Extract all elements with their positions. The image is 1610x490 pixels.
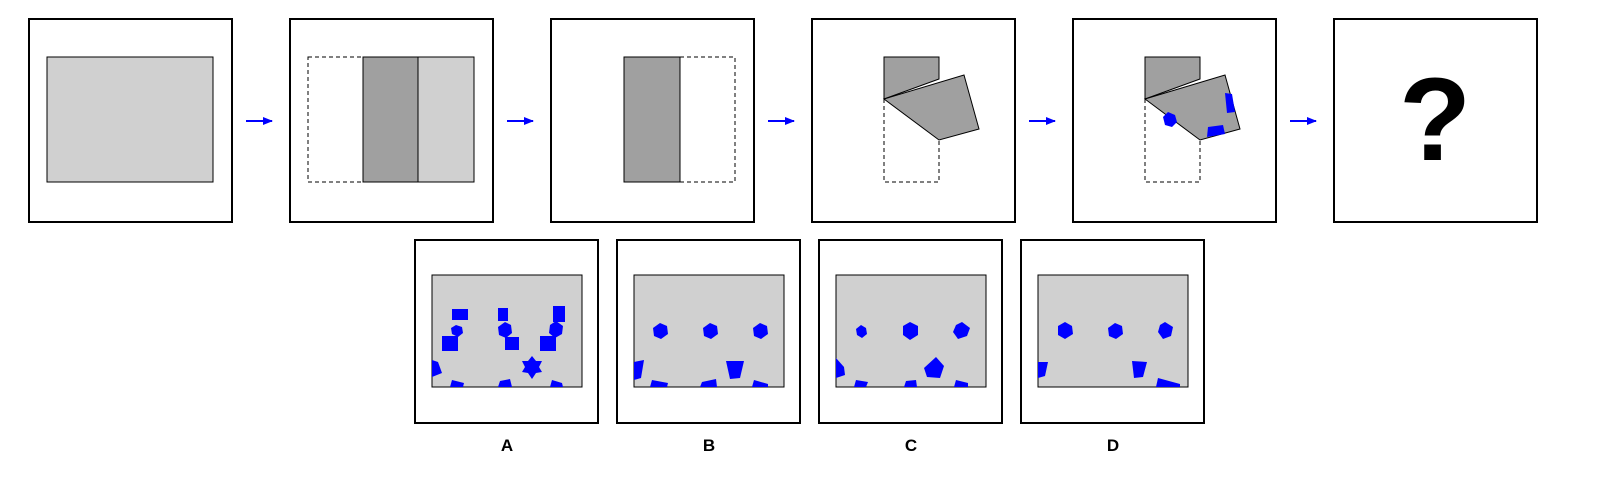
punch-hole-hexagon: [1163, 112, 1177, 127]
hole-square: [498, 308, 508, 321]
option-b-label: B: [703, 436, 715, 455]
hole-square: [553, 306, 565, 322]
option-a-label: A: [501, 436, 513, 455]
hole-hexagon: [1108, 323, 1123, 339]
remaining-strip: [883, 56, 940, 100]
hole-hexagon: [653, 323, 668, 339]
hole-partial: [1038, 362, 1048, 378]
hole-partial: [634, 360, 644, 380]
hole-pentagon: [1132, 361, 1147, 378]
step-4-panel: [811, 18, 1016, 223]
step-2-panel: [289, 18, 494, 223]
step-3-panel: [550, 18, 755, 223]
hole-hexagon: [451, 325, 463, 337]
hole-partial: [836, 358, 845, 378]
question-mark: ?: [1399, 54, 1471, 186]
hole-square: [452, 309, 468, 320]
option-a-panel[interactable]: A: [414, 239, 599, 455]
punch-hole-trapezoid: [1207, 125, 1225, 137]
hole-partial: [700, 379, 717, 387]
folded-away-outline: [307, 56, 364, 183]
hole-square: [540, 336, 556, 351]
hole-pentagon: [726, 361, 744, 379]
option-d-label: D: [1107, 436, 1119, 455]
question-panel: ?: [1333, 18, 1538, 223]
punch-hole-square: [1225, 93, 1235, 113]
hole-partial: [498, 379, 512, 387]
hole-partial: [650, 380, 668, 387]
option-c-panel[interactable]: C: [818, 239, 1003, 455]
hole-square: [442, 336, 458, 351]
option-d-panel[interactable]: D: [1020, 239, 1205, 455]
hole-pentagon: [924, 357, 944, 378]
hole-star: [522, 356, 542, 379]
hole-partial: [854, 380, 868, 387]
step-5-panel: [1072, 18, 1277, 223]
step-1-panel: [28, 18, 233, 223]
hole-partial: [954, 380, 968, 387]
hole-partial: [1156, 378, 1180, 387]
hole-partial: [904, 380, 917, 387]
diagonal-flap: [882, 74, 980, 141]
hole-partial: [432, 360, 442, 377]
folded-strip: [623, 56, 681, 183]
diagonal-flap: [1143, 74, 1241, 141]
hole-hexagon: [1058, 322, 1073, 339]
hole-hexagon: [549, 321, 563, 338]
paper-layer: [417, 56, 475, 183]
hole-partial: [450, 380, 464, 387]
option-c-label: C: [905, 436, 917, 455]
option-b-panel[interactable]: B: [616, 239, 801, 455]
hole-partial: [752, 380, 768, 387]
hole-square: [505, 337, 519, 350]
remaining-strip: [1144, 56, 1201, 100]
folded-flap: [362, 56, 419, 183]
hole-hexagon: [856, 325, 867, 338]
hole-hexagon: [953, 322, 970, 339]
hole-hexagon: [498, 322, 512, 338]
hole-hexagon: [1158, 322, 1173, 339]
hole-partial: [550, 380, 563, 387]
hole-hexagon: [753, 323, 768, 339]
hole-hexagon: [703, 323, 718, 339]
hole-hexagon: [903, 322, 918, 340]
paper-sheet: [46, 56, 214, 183]
